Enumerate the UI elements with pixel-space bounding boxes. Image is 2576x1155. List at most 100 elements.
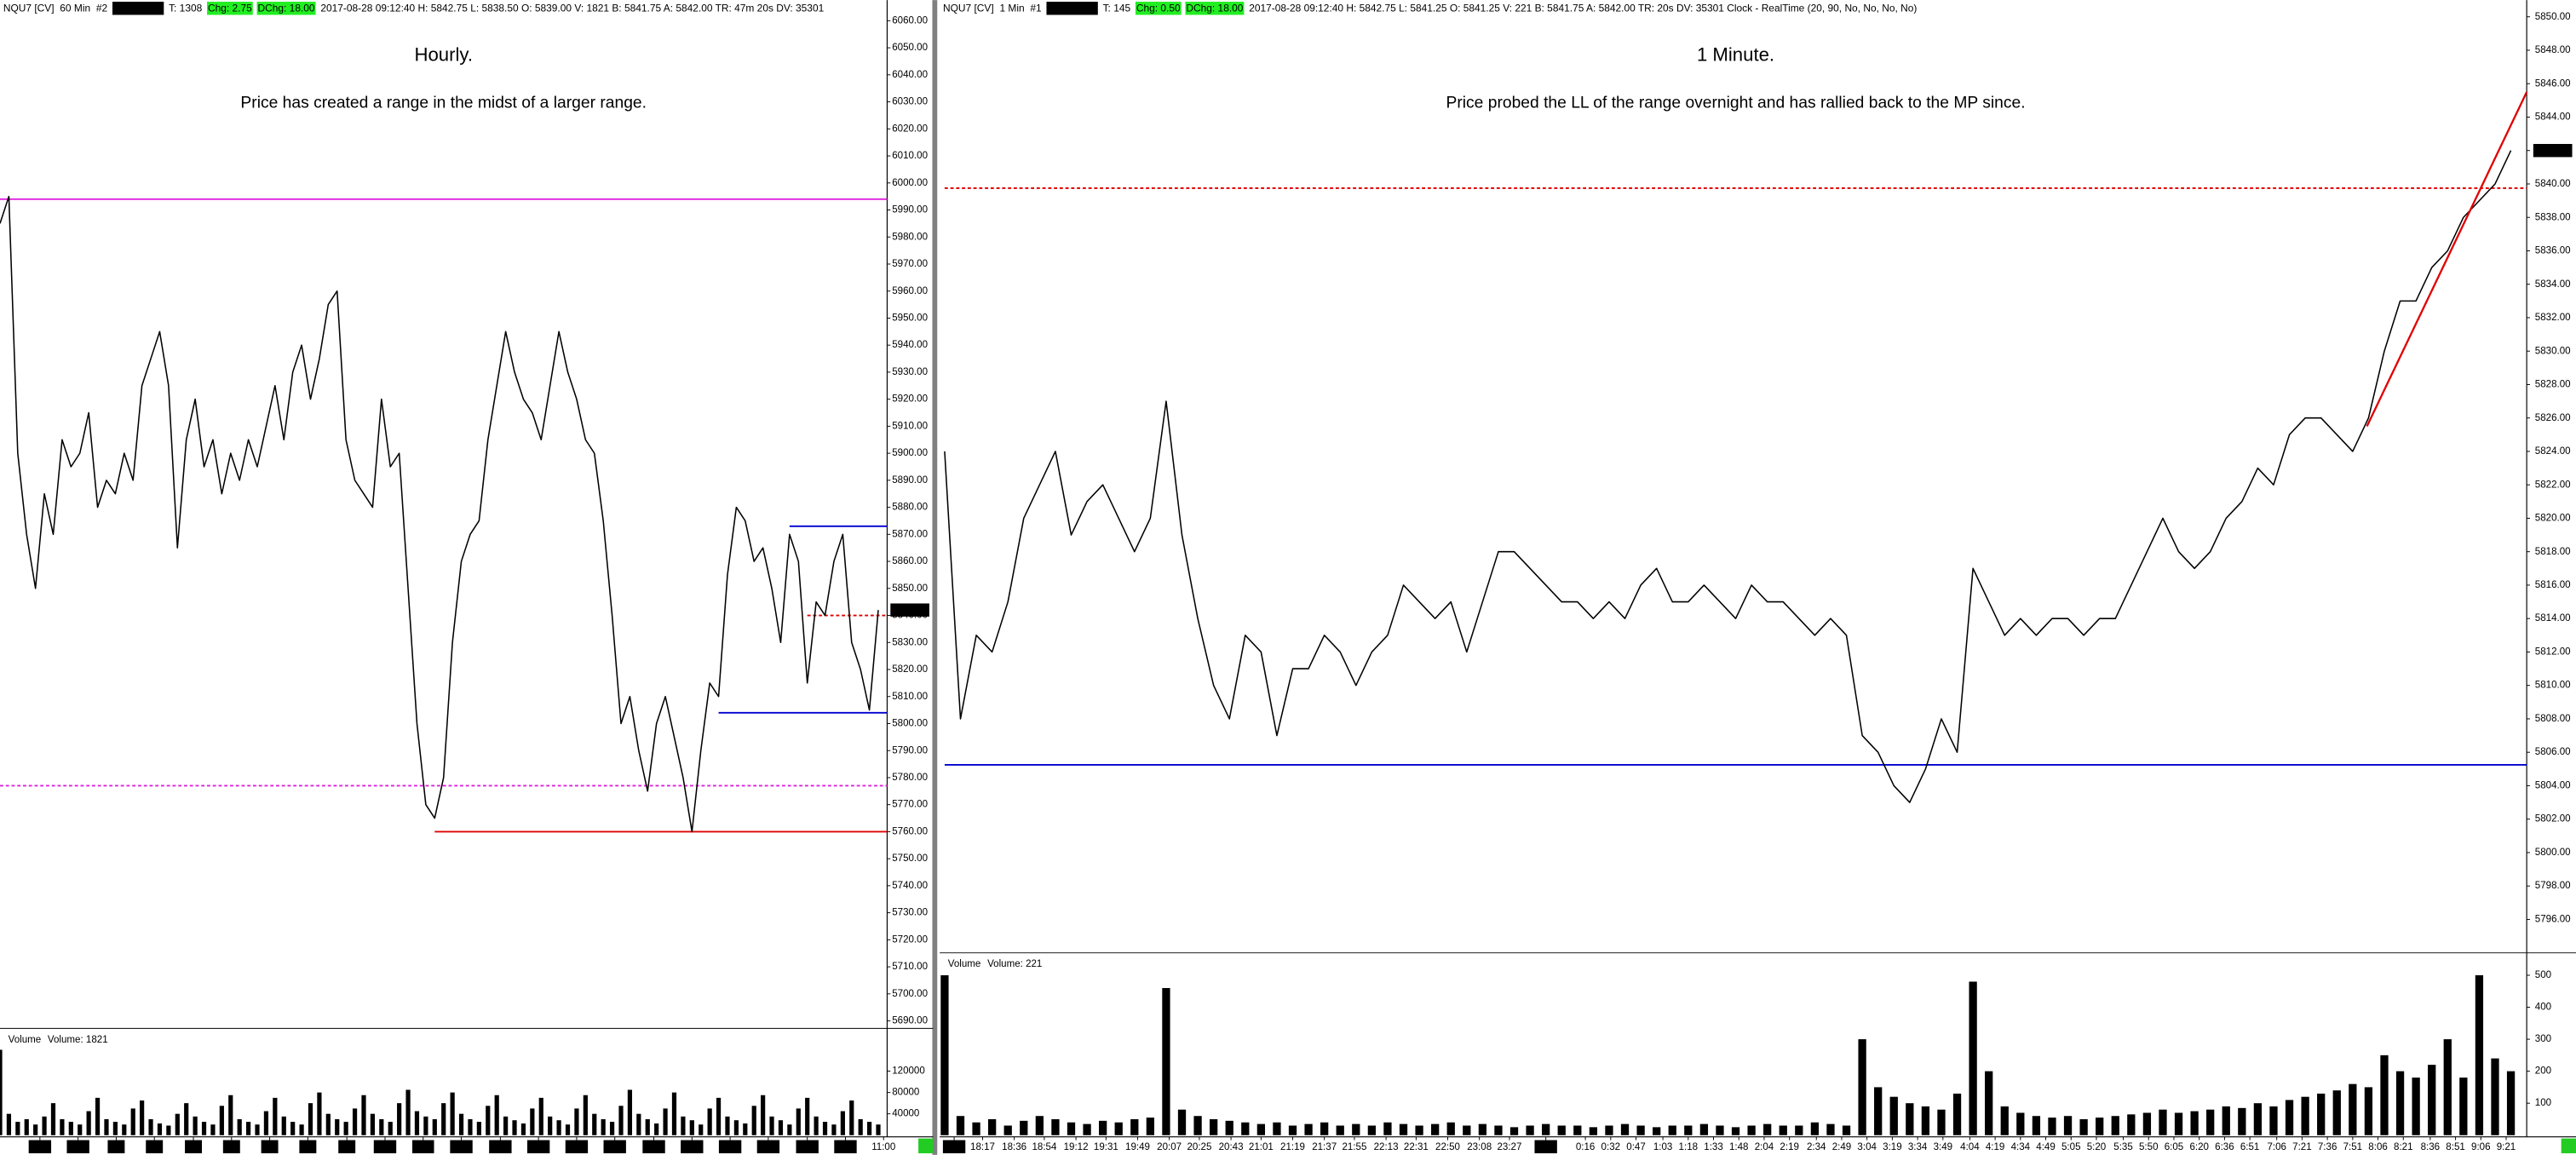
last-price-label: 5842.00 — [2535, 146, 2571, 156]
x-tick-label: 18:17 — [970, 1142, 995, 1152]
volume-bar — [130, 1108, 135, 1135]
volume-bar — [255, 1124, 260, 1135]
y-tick-label: 6040.00 — [892, 70, 928, 80]
volume-bar — [1906, 1103, 1914, 1135]
volume-bar — [681, 1116, 686, 1135]
x-tick-label: 22:31 — [1404, 1142, 1429, 1152]
volume-name: Volume — [9, 1035, 42, 1045]
x-tick-label: 8:21 — [2394, 1142, 2413, 1152]
volume-bar — [2000, 1106, 2009, 1135]
volume-bar — [2506, 1071, 2516, 1135]
x-tick-label: 8/17 — [567, 1142, 587, 1152]
y-tick-label: 5880.00 — [892, 503, 928, 513]
y-tick-label: 5838.00 — [2535, 212, 2571, 222]
volume-bar — [1858, 1039, 1866, 1135]
volume-bar — [988, 1118, 997, 1135]
x-tick-label: 19:49 — [1125, 1142, 1150, 1152]
volume-bar — [2459, 1077, 2468, 1135]
volume-bar — [1193, 1116, 1202, 1135]
header-close: C: 5842.00 — [113, 2, 164, 14]
y-tick-label: 5870.00 — [892, 529, 928, 539]
y-tick-label: 5700.00 — [892, 989, 928, 999]
volume-bar — [1763, 1123, 1772, 1135]
volume-bar — [1716, 1125, 1724, 1135]
volume-bar — [503, 1116, 509, 1135]
volume-bar — [2332, 1090, 2341, 1135]
y-tick-label: 5890.00 — [892, 475, 928, 486]
x-tick-label: 8/10 — [376, 1142, 395, 1152]
volume-bar — [940, 974, 949, 1135]
trend-line — [2366, 91, 2528, 428]
volume-bar — [778, 1120, 784, 1135]
header-symbol: NQU7 [CV] — [3, 2, 55, 14]
volume-bar — [609, 1122, 615, 1135]
volume-bar — [414, 1111, 420, 1135]
volume-bar — [1636, 1125, 1645, 1135]
x-tick-label: 8/11 — [414, 1142, 433, 1152]
x-tick-label: 18:54 — [1032, 1142, 1057, 1152]
last-price-box — [2533, 144, 2573, 158]
y-tick-label: 5990.00 — [892, 205, 928, 215]
y-tick-label: 6000.00 — [892, 178, 928, 188]
volume-bar — [858, 1118, 863, 1135]
volume-bar — [1653, 1127, 1661, 1135]
x-tick-box — [642, 1140, 665, 1153]
volume-bar — [761, 1095, 766, 1135]
x-tick-label: 5:05 — [2061, 1142, 2081, 1152]
volume-bar — [397, 1103, 402, 1135]
volume-tick-label: 300 — [2535, 1034, 2551, 1044]
x-tick-label: 3:34 — [1908, 1142, 1928, 1152]
volume-bar — [1288, 1125, 1297, 1135]
y-tick-label: 5798.00 — [2535, 881, 2571, 891]
volume-bar — [796, 1108, 801, 1135]
volume-bar — [1241, 1122, 1250, 1135]
volume-bar — [972, 1122, 980, 1135]
x-tick-label: 7/31 — [68, 1142, 88, 1152]
x-tick-label: 1:48 — [1729, 1142, 1749, 1152]
volume-bar — [352, 1108, 358, 1135]
volume-tick-label: 40000 — [892, 1109, 919, 1119]
volume-bar — [1573, 1125, 1582, 1135]
volume-bar — [95, 1097, 101, 1135]
chart-title: Hourly. — [414, 44, 473, 66]
volume-bar — [1099, 1120, 1107, 1135]
volume-bar — [1826, 1123, 1835, 1135]
x-tick-box — [796, 1140, 819, 1153]
x-tick-label: 8/27 — [945, 1142, 964, 1152]
x-tick-box — [718, 1140, 742, 1153]
volume-bar — [1668, 1125, 1676, 1135]
x-tick-box — [338, 1140, 356, 1153]
y-tick-label: 5820.00 — [892, 664, 928, 675]
header-box — [112, 2, 164, 15]
volume-bar — [1463, 1125, 1471, 1135]
volume-bar — [361, 1095, 366, 1135]
volume-bar — [1415, 1125, 1423, 1135]
x-tick-label: 8/14 — [451, 1142, 471, 1152]
volume-bar — [1842, 1125, 1851, 1135]
volume-bar — [1526, 1125, 1534, 1135]
volume-bar — [379, 1118, 384, 1135]
volume-bar — [245, 1122, 251, 1135]
volume-bar — [1731, 1127, 1740, 1135]
y-tick-label: 5820.00 — [2535, 514, 2571, 524]
header-info: 2017-08-28 09:12:40 H: 5842.75 L: 5841.2… — [1249, 2, 1917, 14]
volume-bar — [468, 1118, 473, 1135]
y-tick-label: 5780.00 — [892, 773, 928, 783]
y-tick-label: 5790.00 — [892, 745, 928, 756]
y-tick-label: 5740.00 — [892, 881, 928, 891]
x-tick-label: 1:03 — [1653, 1142, 1673, 1152]
x-tick-label: 8/7 — [263, 1142, 277, 1152]
volume-bar — [2238, 1107, 2246, 1135]
y-tick-label: 5814.00 — [2535, 613, 2571, 623]
volume-bar — [104, 1118, 109, 1135]
volume-bar — [2443, 1039, 2452, 1135]
volume-bar — [2048, 1118, 2056, 1135]
volume-bar — [423, 1116, 428, 1135]
volume-bar — [1779, 1125, 1787, 1135]
volume-tick-label: 500 — [2535, 970, 2551, 980]
volume-bar — [2174, 1112, 2183, 1135]
x-tick-label: 20:25 — [1187, 1142, 1211, 1152]
volume-bar — [1225, 1120, 1233, 1135]
volume-bar — [1352, 1123, 1360, 1135]
volume-bar — [317, 1092, 322, 1135]
